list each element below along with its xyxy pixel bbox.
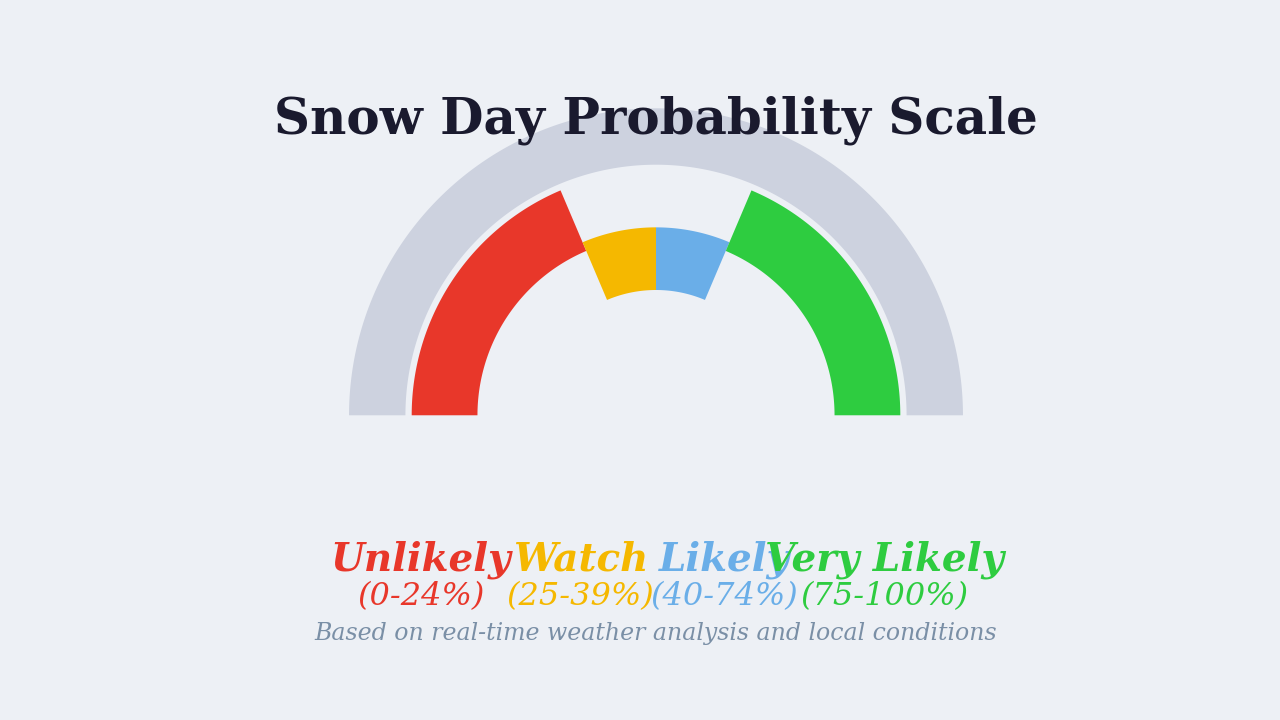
Text: (75-100%): (75-100%) [800, 581, 969, 612]
Text: (25-39%): (25-39%) [507, 581, 654, 612]
Polygon shape [349, 108, 963, 415]
Text: Based on real-time weather analysis and local conditions: Based on real-time weather analysis and … [315, 622, 997, 645]
Text: Likely: Likely [659, 541, 791, 579]
Polygon shape [582, 228, 657, 300]
Text: (40-74%): (40-74%) [652, 581, 799, 612]
Text: Snow Day Probability Scale: Snow Day Probability Scale [274, 96, 1038, 145]
Polygon shape [412, 190, 586, 415]
Text: Very Likely: Very Likely [765, 541, 1004, 579]
Text: Unlikely: Unlikely [330, 541, 512, 579]
Text: Watch: Watch [513, 541, 649, 579]
Polygon shape [726, 190, 900, 415]
Polygon shape [657, 228, 730, 300]
Text: (0-24%): (0-24%) [357, 581, 485, 612]
